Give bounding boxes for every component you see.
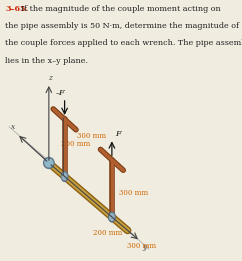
Text: the couple forces applied to each wrench. The pipe assembly: the couple forces applied to each wrench… — [5, 39, 242, 48]
Text: 3–65.: 3–65. — [5, 5, 28, 13]
Text: the pipe assembly is 50 N·m, determine the magnitude of: the pipe assembly is 50 N·m, determine t… — [5, 22, 239, 30]
Text: z: z — [48, 74, 52, 82]
Ellipse shape — [44, 157, 54, 168]
Text: 300 mm: 300 mm — [77, 132, 106, 140]
Circle shape — [110, 213, 114, 220]
Circle shape — [62, 173, 67, 180]
Circle shape — [61, 171, 68, 181]
Text: If the magnitude of the couple moment acting on: If the magnitude of the couple moment ac… — [21, 5, 220, 13]
Text: 200 mm: 200 mm — [61, 140, 90, 148]
Text: –F: –F — [55, 89, 65, 97]
Text: 300 mm: 300 mm — [127, 242, 157, 250]
Text: F: F — [115, 130, 121, 138]
Circle shape — [109, 212, 115, 222]
Text: y: y — [142, 242, 146, 251]
Text: x: x — [11, 123, 15, 131]
Ellipse shape — [45, 159, 53, 167]
Text: 200 mm: 200 mm — [93, 229, 122, 237]
Text: lies in the x–y plane.: lies in the x–y plane. — [5, 57, 88, 65]
Text: 300 mm: 300 mm — [119, 189, 148, 197]
